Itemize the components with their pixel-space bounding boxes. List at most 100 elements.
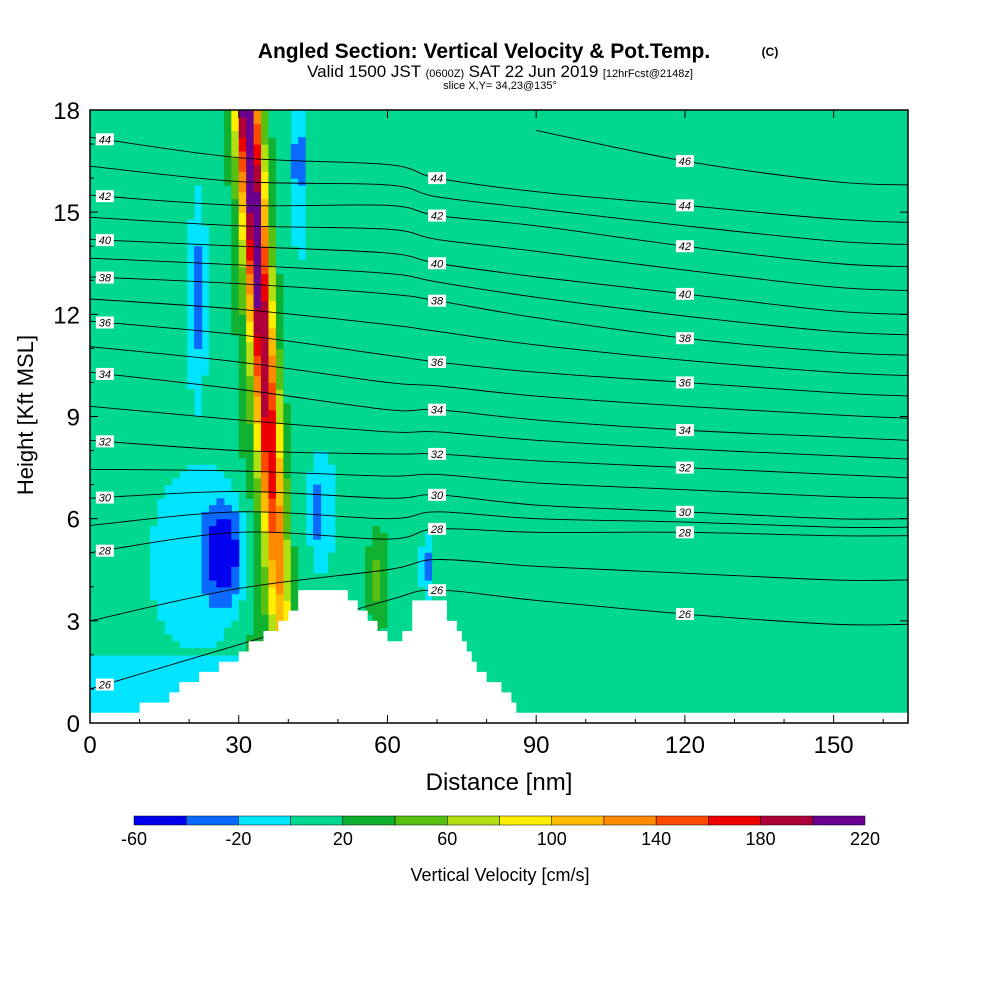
vv-cell bbox=[409, 191, 418, 200]
vv-cell bbox=[357, 355, 366, 363]
vv-cell bbox=[238, 198, 247, 206]
vv-cell bbox=[104, 607, 113, 615]
vv-cell bbox=[238, 634, 247, 642]
vv-cell bbox=[290, 559, 299, 567]
vv-cell bbox=[491, 579, 500, 588]
vv-cell bbox=[350, 579, 359, 588]
vv-cell bbox=[261, 464, 270, 472]
vv-cell bbox=[528, 518, 537, 527]
vv-cell bbox=[365, 545, 374, 554]
vv-cell bbox=[223, 511, 232, 520]
vv-cell bbox=[350, 253, 359, 261]
vv-cell bbox=[246, 150, 255, 159]
vv-cell bbox=[357, 539, 366, 547]
vv-cell bbox=[417, 396, 426, 404]
vv-cell bbox=[320, 368, 329, 377]
vv-cell bbox=[521, 300, 530, 309]
vv-cell bbox=[335, 525, 344, 533]
vv-cell bbox=[231, 348, 240, 356]
vv-cell bbox=[327, 150, 336, 159]
vv-cell bbox=[424, 144, 433, 152]
vv-cell bbox=[387, 266, 396, 275]
vv-cell bbox=[134, 470, 143, 479]
vv-cell bbox=[454, 532, 463, 540]
vv-cell bbox=[439, 396, 448, 404]
vv-cell bbox=[119, 430, 128, 438]
vv-cell bbox=[402, 287, 411, 295]
vv-cell bbox=[454, 518, 463, 527]
vv-cell bbox=[528, 307, 537, 315]
vv-cell bbox=[499, 334, 508, 343]
vv-cell bbox=[543, 191, 552, 200]
vv-cell bbox=[409, 293, 418, 302]
vv-cell bbox=[171, 246, 180, 254]
vv-cell bbox=[551, 634, 560, 642]
vv-cell bbox=[134, 341, 143, 349]
vv-cell bbox=[513, 661, 522, 670]
vv-cell bbox=[261, 409, 270, 418]
vv-cell bbox=[543, 266, 552, 275]
vv-cell bbox=[528, 212, 537, 220]
vv-cell bbox=[275, 198, 284, 206]
vv-cell bbox=[350, 511, 359, 520]
vv-cell bbox=[402, 157, 411, 166]
vv-cell bbox=[313, 110, 322, 118]
vv-cell bbox=[134, 362, 143, 370]
vv-cell bbox=[469, 184, 478, 193]
vv-cell bbox=[298, 450, 307, 458]
vv-cell bbox=[90, 178, 99, 186]
vv-cell bbox=[216, 457, 225, 465]
vv-cell bbox=[261, 137, 270, 145]
vv-cell bbox=[112, 382, 121, 390]
vv-cell bbox=[357, 450, 366, 458]
vv-cell bbox=[186, 178, 195, 186]
vv-cell bbox=[149, 436, 158, 445]
vv-cell bbox=[186, 191, 195, 200]
vv-cell bbox=[134, 150, 143, 159]
vv-cell bbox=[521, 491, 530, 499]
vv-cell bbox=[372, 450, 381, 458]
vv-cell bbox=[149, 648, 158, 656]
vv-cell bbox=[268, 409, 277, 418]
vv-cell bbox=[335, 579, 344, 588]
vv-cell bbox=[372, 573, 381, 581]
vv-cell bbox=[231, 552, 240, 561]
vv-cell bbox=[424, 321, 433, 329]
vv-cell bbox=[528, 191, 537, 200]
vv-cell bbox=[342, 137, 351, 145]
vv-cell bbox=[506, 423, 515, 431]
vv-cell bbox=[521, 525, 530, 533]
vv-cell bbox=[149, 341, 158, 349]
vv-cell bbox=[357, 178, 366, 186]
vv-cell bbox=[246, 300, 255, 309]
vv-cell bbox=[201, 171, 210, 179]
vv-cell bbox=[201, 402, 210, 411]
vv-cell bbox=[268, 280, 277, 288]
vv-cell bbox=[543, 627, 552, 636]
vv-cell bbox=[432, 150, 441, 159]
vv-cell bbox=[484, 300, 493, 309]
vv-cell bbox=[90, 573, 99, 581]
vv-cell bbox=[104, 212, 113, 220]
vv-cell bbox=[246, 253, 255, 261]
vv-cell bbox=[402, 620, 411, 629]
vv-cell bbox=[253, 171, 262, 179]
vv-cell bbox=[387, 484, 396, 493]
vv-cell bbox=[380, 232, 389, 241]
vv-cell bbox=[208, 430, 218, 438]
vv-cell bbox=[142, 314, 151, 322]
vv-cell bbox=[127, 212, 136, 220]
vv-cell bbox=[171, 436, 180, 445]
vv-cell bbox=[394, 218, 403, 227]
vv-cell bbox=[454, 477, 463, 486]
vv-cell bbox=[350, 225, 359, 234]
vv-cell bbox=[97, 464, 106, 472]
vv-cell bbox=[290, 505, 299, 513]
vv-cell bbox=[253, 620, 262, 629]
vv-cell bbox=[149, 634, 158, 642]
vv-cell bbox=[543, 273, 552, 281]
vv-cell bbox=[372, 293, 381, 302]
vv-cell bbox=[290, 552, 299, 561]
vv-cell bbox=[216, 280, 225, 288]
vv-cell bbox=[446, 355, 455, 363]
